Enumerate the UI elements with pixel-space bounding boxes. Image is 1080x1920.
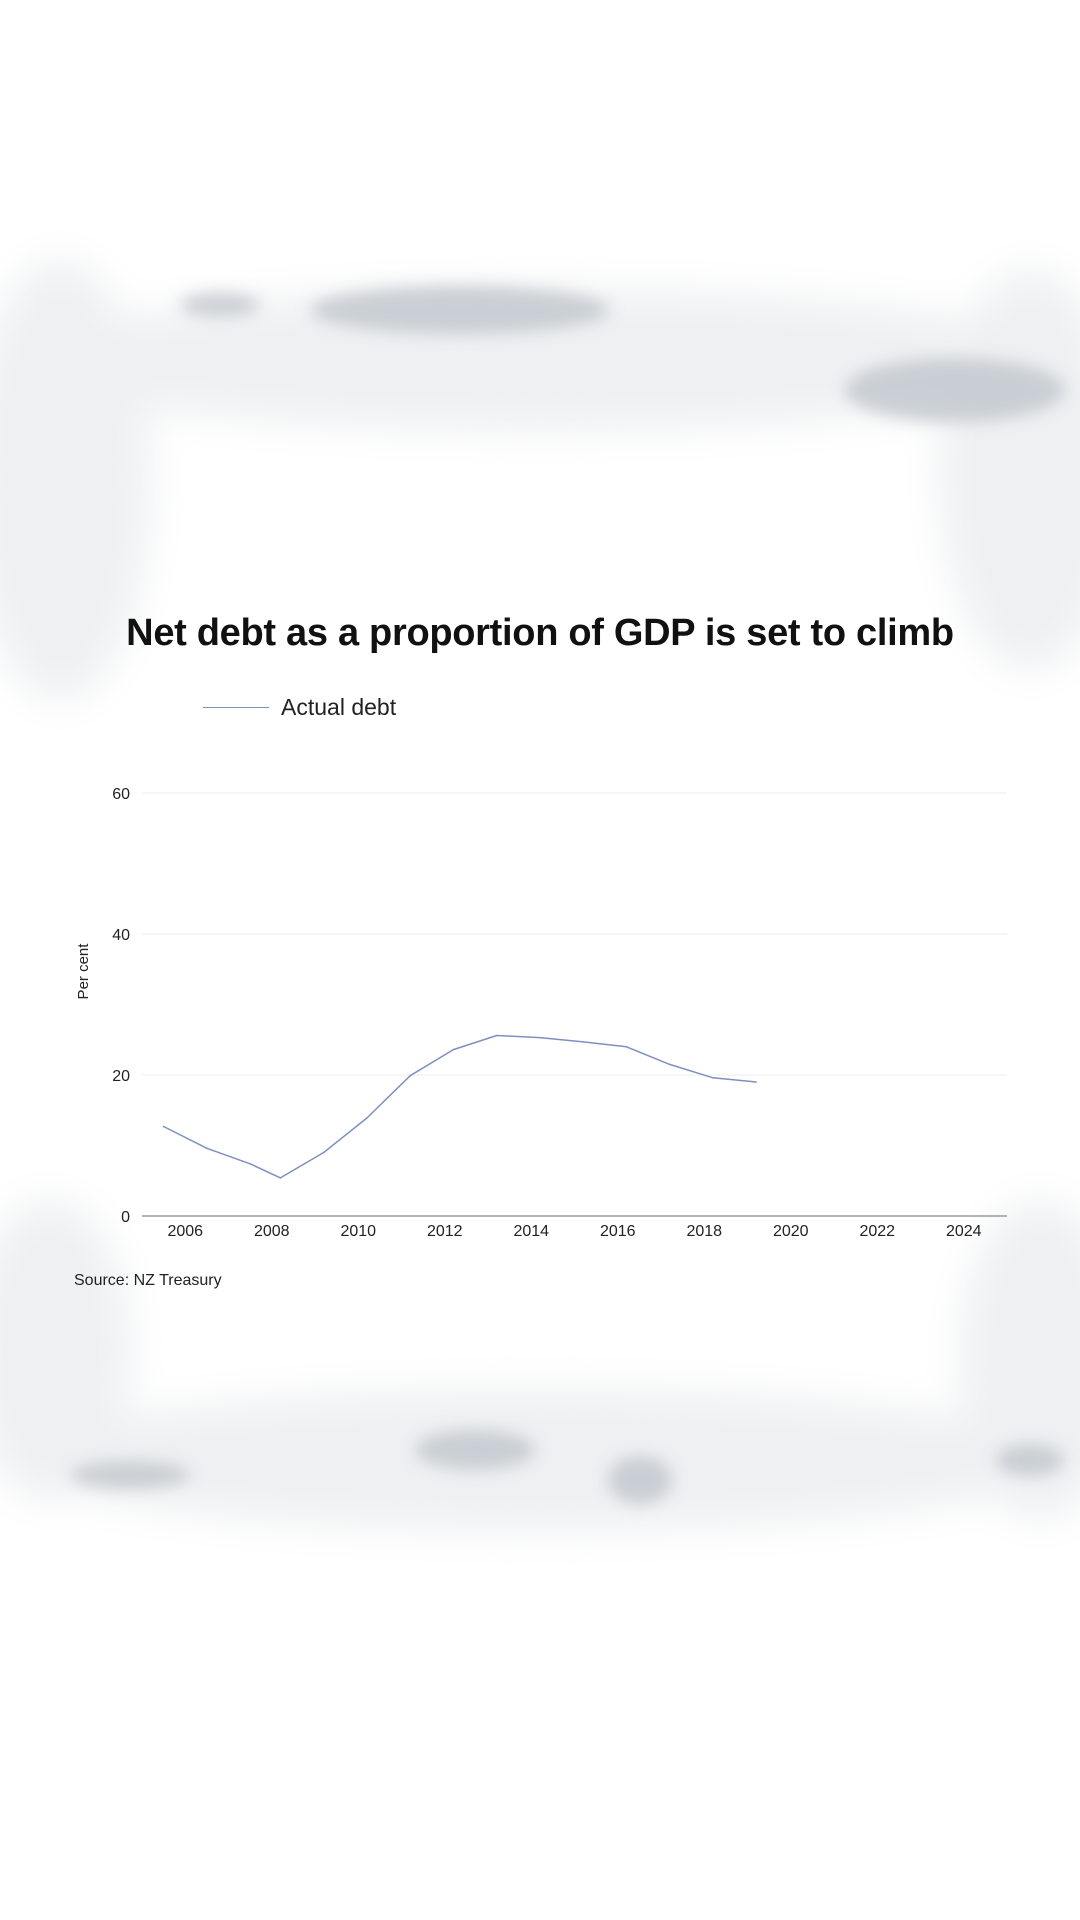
data-point <box>755 1081 757 1083</box>
y-tick-label: 60 <box>112 786 130 803</box>
chart-title: Net debt as a proportion of GDP is set t… <box>126 612 954 654</box>
y-tick-label: 20 <box>112 1068 130 1085</box>
x-tick-label: 2012 <box>427 1223 463 1240</box>
data-point <box>206 1147 208 1150</box>
x-tick-label: 2020 <box>773 1223 809 1240</box>
series-line-actual-debt <box>163 1034 757 1179</box>
x-tick-label: 2006 <box>167 1223 203 1240</box>
data-point <box>322 1151 325 1154</box>
legend: Actual debt <box>203 692 396 722</box>
y-axis-title: Per cent <box>75 943 92 1000</box>
x-tick-label: 2014 <box>513 1223 549 1240</box>
x-tick-label: 2008 <box>254 1223 290 1240</box>
x-tick-label: 2016 <box>600 1223 636 1240</box>
data-point <box>249 1163 251 1165</box>
x-tick-label: 2010 <box>340 1223 376 1240</box>
data-point <box>452 1048 455 1051</box>
data-point <box>279 1177 282 1179</box>
legend-label-actual-debt: Actual debt <box>281 693 397 720</box>
data-point <box>539 1036 541 1039</box>
x-tick-label: 2024 <box>946 1223 982 1240</box>
x-tick-label: 2018 <box>686 1223 722 1240</box>
data-point <box>712 1077 714 1079</box>
data-point <box>162 1125 165 1128</box>
data-point <box>625 1046 628 1048</box>
data-point <box>409 1074 411 1077</box>
x-tick-label: 2022 <box>859 1223 895 1240</box>
y-tick-label: 0 <box>121 1209 130 1226</box>
legend-swatch-actual-debt <box>203 706 269 708</box>
y-tick-label: 40 <box>112 927 130 944</box>
data-point <box>582 1041 584 1043</box>
data-point <box>668 1063 671 1066</box>
data-point <box>366 1117 368 1119</box>
source-note: Source: NZ Treasury <box>74 1272 222 1289</box>
data-point <box>495 1034 498 1037</box>
